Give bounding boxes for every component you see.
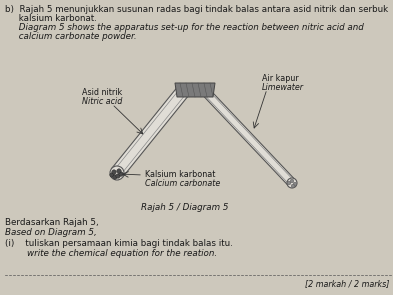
Text: (i)    tuliskan persamaan kimia bagi tindak balas itu.: (i) tuliskan persamaan kimia bagi tindak… — [5, 239, 233, 248]
Text: Asid nitrik: Asid nitrik — [82, 88, 122, 97]
Polygon shape — [175, 83, 215, 97]
Text: Kalsium karbonat: Kalsium karbonat — [145, 170, 215, 179]
Text: write the chemical equation for the reation.: write the chemical equation for the reat… — [5, 249, 217, 258]
Text: kalsium karbonat.: kalsium karbonat. — [5, 14, 97, 23]
Polygon shape — [112, 86, 189, 177]
Text: [2 markah / 2 marks]: [2 markah / 2 marks] — [305, 279, 389, 288]
Circle shape — [287, 181, 291, 185]
Text: Nitric acid: Nitric acid — [82, 97, 122, 106]
Circle shape — [117, 169, 121, 173]
Text: Air kapur: Air kapur — [262, 74, 299, 83]
Circle shape — [110, 173, 114, 177]
Circle shape — [110, 166, 124, 180]
Circle shape — [112, 170, 116, 174]
Polygon shape — [201, 87, 295, 186]
Text: Limewater: Limewater — [262, 83, 304, 92]
Circle shape — [119, 172, 123, 176]
Circle shape — [290, 179, 294, 183]
Circle shape — [291, 184, 295, 188]
Text: calcium carbonate powder.: calcium carbonate powder. — [5, 32, 137, 41]
Text: b)  Rajah 5 menunjukkan susunan radas bagi tindak balas antara asid nitrik dan s: b) Rajah 5 menunjukkan susunan radas bag… — [5, 5, 388, 14]
Text: Berdasarkan Rajah 5,: Berdasarkan Rajah 5, — [5, 218, 99, 227]
Circle shape — [287, 178, 297, 188]
Circle shape — [113, 175, 117, 179]
Text: Diagram 5 shows the apparatus set-up for the reaction between nitric acid and: Diagram 5 shows the apparatus set-up for… — [5, 23, 364, 32]
Text: Based on Diagram 5,: Based on Diagram 5, — [5, 228, 97, 237]
Text: Calcium carbonate: Calcium carbonate — [145, 179, 220, 188]
Circle shape — [293, 182, 297, 186]
Circle shape — [116, 174, 120, 178]
Text: Rajah 5 / Diagram 5: Rajah 5 / Diagram 5 — [141, 203, 229, 212]
